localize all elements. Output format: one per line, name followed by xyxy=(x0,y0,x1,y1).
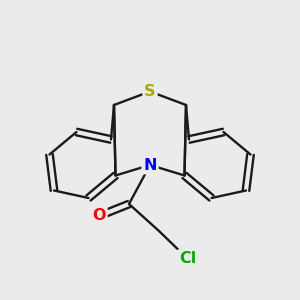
Text: O: O xyxy=(92,208,106,224)
Text: S: S xyxy=(144,84,156,99)
Text: N: N xyxy=(143,158,157,172)
Text: Cl: Cl xyxy=(179,251,196,266)
